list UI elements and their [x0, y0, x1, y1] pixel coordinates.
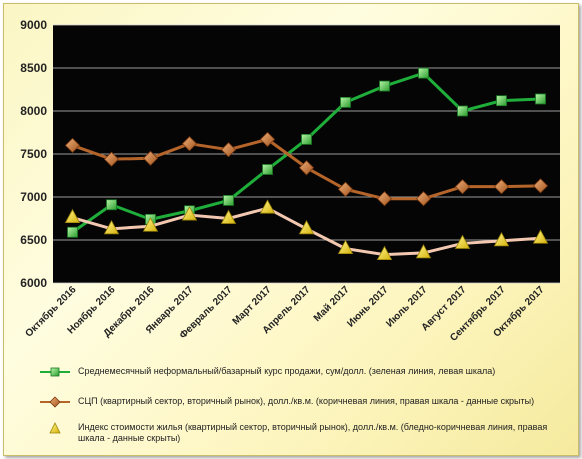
series-2-point	[298, 219, 315, 235]
series-0-point	[535, 93, 546, 105]
y-tick-label: 9000	[20, 18, 47, 32]
x-tick-label: Май 2017	[312, 284, 352, 324]
legend-swatch-green	[40, 367, 70, 377]
series-1-point	[532, 178, 549, 194]
series-0-point	[418, 67, 429, 79]
series-1-point	[337, 181, 354, 197]
legend-label-housing-cost: Индекс стоимости жилья (квартирный секто…	[78, 422, 548, 443]
series-0-point	[223, 195, 234, 206]
series-1-point	[376, 191, 393, 207]
series-2-point	[337, 239, 354, 255]
series-0-point	[457, 105, 468, 117]
series-0-point	[340, 97, 351, 108]
grid	[53, 24, 560, 284]
series-1-point	[493, 179, 510, 195]
y-tick-label: 6500	[20, 233, 47, 247]
series-1-point	[64, 137, 81, 153]
series-2-point	[376, 245, 393, 261]
series-1-point	[415, 191, 432, 207]
series-1-point	[142, 150, 159, 166]
series-2-point	[259, 199, 276, 214]
series-1-point	[181, 136, 198, 152]
series-2-point	[142, 217, 159, 232]
series-2-point	[181, 206, 198, 221]
series-2-point	[103, 219, 120, 235]
series-2-point	[493, 232, 510, 247]
series-2-point	[415, 244, 432, 259]
series-0-point	[106, 199, 117, 211]
series-2-point	[220, 209, 237, 224]
legend-label-exchange-rate: Среднемесячный неформальный/базарный кур…	[78, 366, 496, 376]
series-0-point	[262, 164, 273, 175]
legend-swatch-brown	[40, 396, 70, 408]
series-2-point	[532, 229, 549, 244]
y-tick-label: 8000	[20, 104, 47, 118]
series-2-point	[64, 208, 81, 224]
series-0-point	[301, 133, 312, 145]
y-tick-label: 7000	[20, 190, 47, 204]
series-1-point	[298, 160, 315, 176]
y-tick-label: 8500	[20, 61, 47, 75]
series-1-point	[220, 142, 237, 158]
series-0-point	[496, 95, 507, 107]
series-0-point	[379, 80, 390, 92]
series	[64, 67, 549, 261]
series-1-point	[259, 131, 276, 147]
series-1-point	[103, 151, 120, 167]
legend-label-price-index: СЦП (квартирный сектор, вторичный рынок)…	[78, 396, 535, 406]
series-0-point	[67, 226, 78, 238]
y-tick-label: 7500	[20, 147, 47, 161]
y-tick-label: 6000	[20, 276, 47, 290]
y-axis-ticks: 6000 6500 7000 7500 8000 8500 9000	[20, 18, 47, 290]
series-2-point	[454, 234, 471, 249]
legend-swatch-yellow	[49, 422, 61, 434]
series-1-point	[454, 179, 471, 195]
